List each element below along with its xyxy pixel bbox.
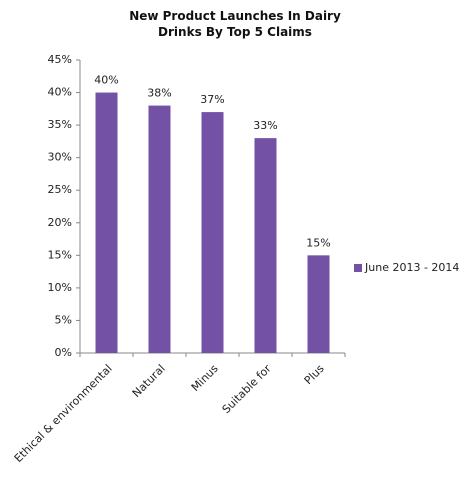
y-tick-label: 35%	[48, 118, 72, 131]
bar	[148, 105, 171, 353]
y-tick-label: 20%	[48, 216, 72, 229]
legend-swatch	[354, 264, 362, 272]
bar	[95, 92, 118, 354]
bar	[254, 138, 277, 353]
data-label: 40%	[94, 74, 118, 87]
x-tick-label: Minus	[189, 362, 221, 394]
x-tick-label: Natural	[130, 362, 168, 400]
x-tick-label: Ethical & environmental	[12, 362, 115, 465]
x-tick-label: Suitable for	[220, 362, 274, 416]
x-tick-label: Plus	[302, 362, 327, 387]
data-label: 15%	[306, 236, 330, 249]
y-tick-label: 40%	[48, 86, 72, 99]
data-label: 33%	[253, 119, 277, 132]
y-tick-label: 5%	[55, 313, 72, 326]
y-tick-label: 15%	[48, 248, 72, 261]
data-label: 38%	[147, 87, 171, 100]
y-tick-label: 25%	[48, 183, 72, 196]
legend-label: June 2013 - 2014	[364, 261, 459, 274]
y-tick-label: 10%	[48, 281, 72, 294]
y-tick-label: 30%	[48, 151, 72, 164]
bar	[307, 255, 330, 353]
data-label: 37%	[200, 93, 224, 106]
chart-title: New Product Launches In Dairy Drinks By …	[129, 9, 341, 39]
y-tick-label: 45%	[48, 53, 72, 66]
y-tick-label: 0%	[55, 346, 72, 359]
bar	[201, 112, 224, 353]
